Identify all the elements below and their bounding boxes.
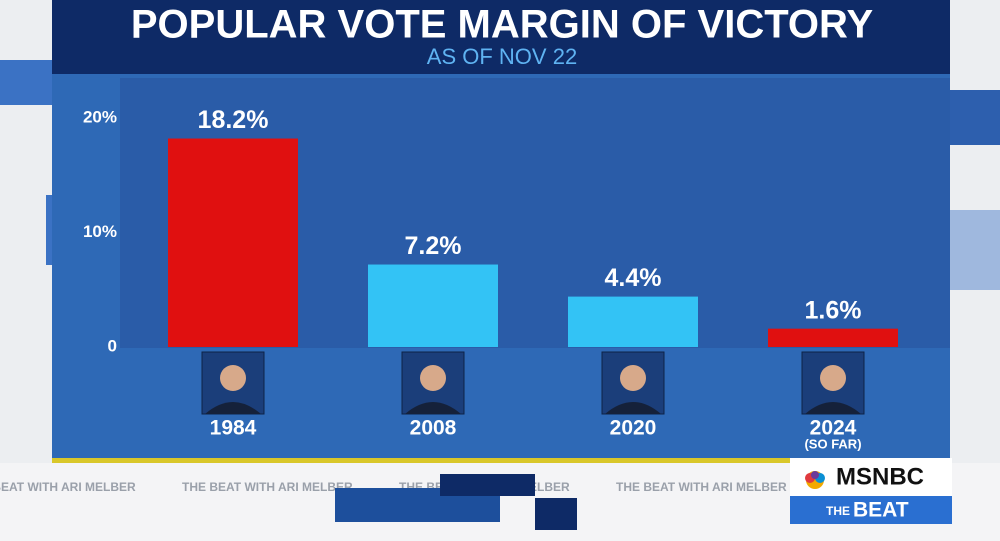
deco-block	[0, 60, 55, 105]
portrait	[201, 351, 265, 415]
bar	[168, 138, 298, 347]
bar	[568, 296, 698, 347]
portrait-body	[405, 402, 461, 414]
portrait	[801, 351, 865, 415]
x-tick-label: 1984	[210, 417, 257, 440]
portrait-head	[220, 365, 246, 391]
show-logo: BEAT	[853, 499, 909, 522]
y-tick-label: 10%	[83, 222, 117, 241]
peacock	[805, 471, 825, 489]
y-tick-label: 20%	[83, 107, 117, 126]
value-label: 4.4%	[605, 264, 662, 292]
panel-edge	[52, 458, 950, 463]
portrait-head	[620, 365, 646, 391]
logo-bottom	[790, 496, 952, 524]
portrait	[601, 351, 665, 415]
value-label: 18.2%	[198, 106, 269, 134]
show-prefix: THE	[826, 504, 850, 518]
chart-title: POPULAR VOTE MARGIN OF VICTORY	[131, 3, 874, 47]
portrait	[401, 351, 465, 415]
value-label: 7.2%	[405, 232, 462, 260]
deco-block	[440, 474, 535, 496]
ticker-text: THE BEAT WITH ARI MELBER	[0, 480, 136, 494]
deco-block	[950, 210, 1000, 290]
x-tick-label: 2020	[610, 417, 657, 440]
value-label: 1.6%	[805, 296, 862, 324]
ticker-text: THE BEAT WITH ARI MELBER	[616, 480, 787, 494]
bar	[368, 264, 498, 347]
ticker-text: THE BEAT WITH ARI MELBER	[182, 480, 353, 494]
title-bar	[52, 0, 950, 74]
portrait-body	[805, 402, 861, 414]
bar	[768, 328, 898, 347]
x-tick-label: 2008	[410, 417, 457, 440]
category-note: (SO FAR)	[804, 436, 861, 451]
portrait-body	[605, 402, 661, 414]
network-logo: MSNBC	[836, 463, 924, 490]
y-tick-label: 0	[108, 336, 117, 355]
portrait-body	[205, 402, 261, 414]
chart-subtitle: AS OF NOV 22	[427, 44, 577, 69]
x-tick-label: 2024	[810, 417, 857, 440]
portrait-head	[820, 365, 846, 391]
portrait-head	[420, 365, 446, 391]
deco-block	[950, 90, 1000, 145]
deco-block	[535, 498, 577, 530]
